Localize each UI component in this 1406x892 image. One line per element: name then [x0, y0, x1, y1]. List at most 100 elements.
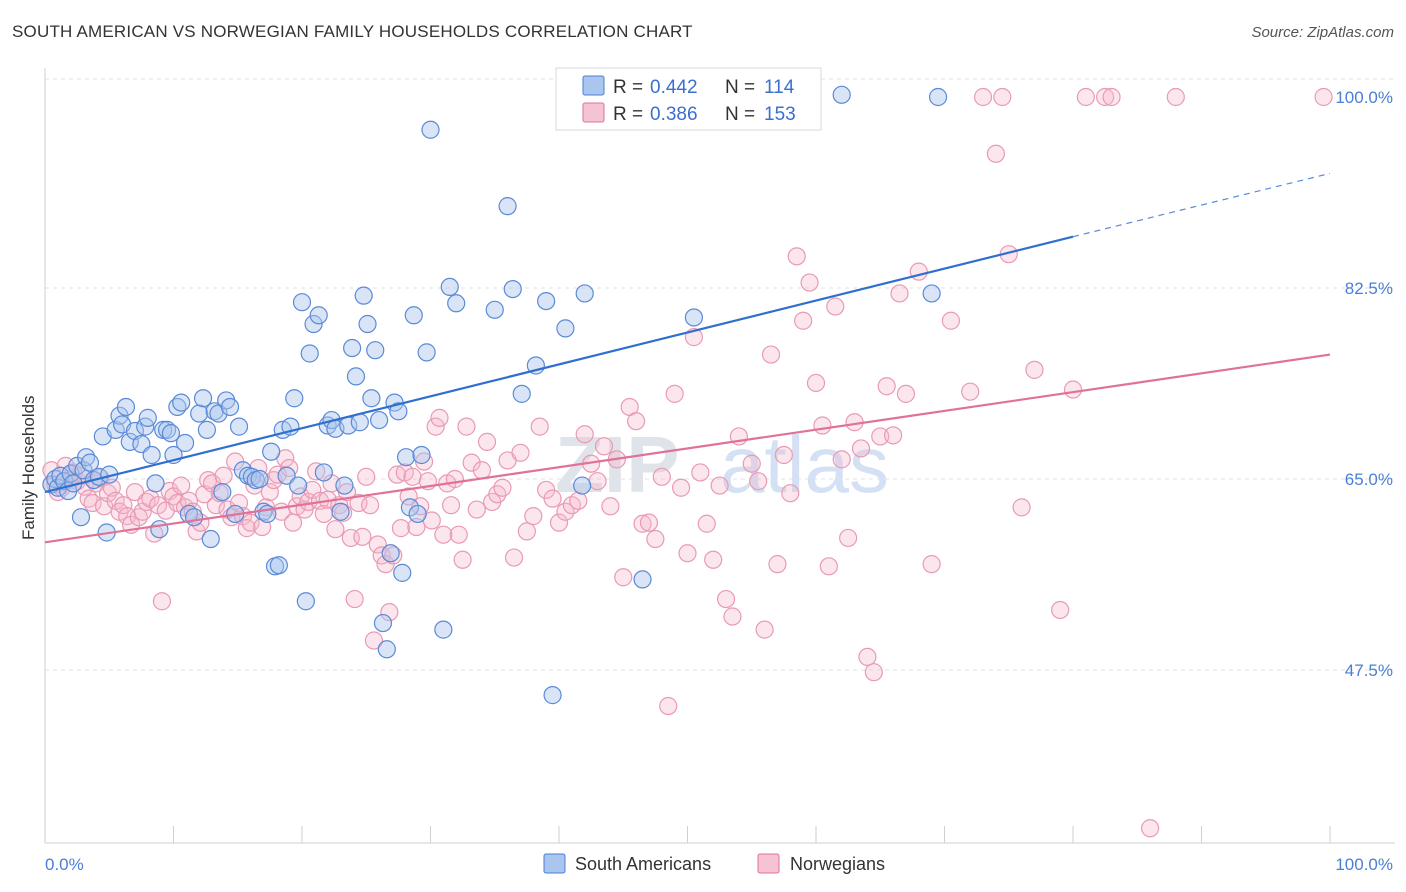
norwegians-point [326, 520, 345, 539]
norwegians-point [614, 568, 633, 587]
south-americans-point [358, 314, 377, 334]
south-americans-point [233, 461, 252, 480]
south-americans-point [289, 476, 308, 495]
norwegians-point [462, 453, 481, 472]
norwegians-point [172, 476, 191, 495]
norwegians-point [504, 548, 524, 567]
south-americans-point [832, 85, 851, 104]
south-americans-point [229, 417, 249, 436]
norwegians-point [441, 496, 461, 515]
norwegians-point [179, 491, 199, 510]
legend-r-label-pink: R = [613, 104, 643, 125]
south-americans-point [285, 389, 304, 408]
norwegians-point [449, 525, 468, 544]
norwegians-point [697, 514, 716, 533]
south-americans-point [335, 476, 354, 495]
south-americans-point [556, 319, 575, 338]
south-americans-point [922, 284, 941, 303]
legend-n-value-blue: 114 [764, 77, 795, 98]
south-americans-point [404, 306, 423, 325]
norwegians-point [665, 384, 684, 403]
norwegians-point [1102, 87, 1121, 107]
norwegians-point [457, 417, 476, 436]
norwegians-point [260, 482, 279, 502]
norwegians-point [781, 484, 800, 503]
south-americans-point [190, 404, 209, 423]
norwegians-point [345, 589, 364, 609]
south-americans-point [537, 291, 556, 311]
south-americans-point [304, 314, 323, 334]
norwegians-point [871, 427, 890, 446]
norwegians-point [787, 247, 806, 266]
norwegians-point [806, 373, 826, 393]
norwegians-point [800, 273, 819, 292]
y-tick-label: 47.5% [1345, 661, 1393, 680]
south-americans-point [175, 433, 195, 453]
south-americans-point [434, 620, 453, 639]
norwegians-point [1166, 87, 1185, 107]
south-americans-point [393, 563, 412, 582]
y-axis-label: Family Households [19, 395, 38, 540]
south-americans-point [381, 544, 400, 563]
south-americans-points [42, 85, 948, 705]
norwegians-point [361, 496, 380, 515]
norwegians-point [493, 478, 512, 497]
south-americans-point [184, 508, 204, 527]
south-americans-point [120, 432, 139, 451]
norwegians-point [206, 496, 226, 515]
legend-r-value-pink: 0.386 [650, 104, 698, 125]
south-americans-point [354, 286, 373, 305]
series-legend-swatch-pink [757, 853, 780, 874]
norwegians-point [749, 472, 768, 491]
norwegians-point [922, 555, 941, 574]
norwegians-point [716, 589, 736, 609]
legend-r-label-blue: R = [613, 77, 643, 98]
south-americans-point [362, 389, 381, 408]
norwegians-point [601, 497, 620, 516]
norwegians-point [594, 437, 614, 456]
norwegians-point [530, 417, 549, 436]
norwegians-point [114, 496, 133, 515]
norwegians-point [445, 469, 465, 489]
south-americans-point [485, 300, 504, 319]
norwegians-point [83, 493, 102, 513]
south-americans-point [201, 529, 220, 549]
south-americans-point [314, 463, 333, 482]
norwegians-point [639, 513, 659, 532]
series-legend-swatch-blue [543, 853, 566, 874]
norwegians-point [357, 467, 376, 486]
south-americans-point [417, 343, 436, 362]
south-americans-trend-line [44, 235, 1074, 494]
south-americans-point [193, 389, 213, 408]
norwegians-point [813, 416, 832, 435]
norwegians-point [877, 377, 896, 396]
norwegians-point [993, 87, 1012, 107]
south-americans-point [440, 277, 459, 297]
south-americans-point [575, 284, 594, 303]
south-americans-point [377, 640, 396, 659]
south-americans-point [447, 294, 466, 313]
south-americans-point [503, 279, 522, 299]
south-americans-point [412, 445, 431, 465]
y-tick-label: 100.0% [1335, 88, 1393, 107]
south-americans-point [146, 474, 165, 493]
norwegians-points [42, 87, 1333, 838]
norwegians-point [364, 631, 384, 650]
south-americans-point [80, 453, 100, 472]
south-americans-point [138, 408, 157, 427]
norwegians-point [152, 592, 172, 611]
norwegians-point [1076, 87, 1095, 107]
norwegians-point [890, 284, 909, 303]
south-americans-point [346, 367, 366, 386]
south-americans-point [172, 393, 191, 412]
south-americans-point [543, 686, 562, 705]
south-americans-point [71, 508, 91, 527]
south-americans-point [684, 308, 704, 327]
legend-n-label-blue: N = [725, 77, 755, 98]
south-americans-point [300, 344, 319, 363]
norwegians-point [1314, 87, 1333, 107]
axes [44, 68, 1395, 844]
south-americans-point [197, 420, 217, 439]
y-tick-label: 65.0% [1345, 470, 1393, 489]
